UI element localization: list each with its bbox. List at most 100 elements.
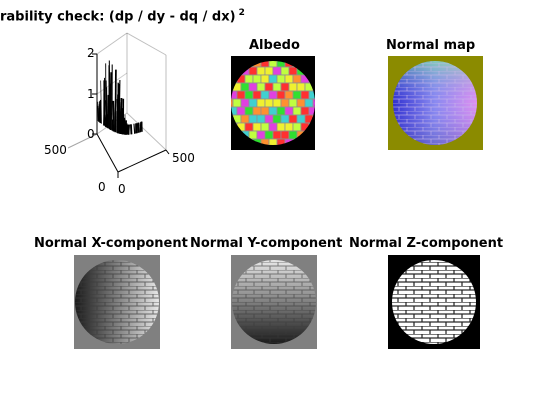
- albedo-brick: [317, 139, 325, 147]
- x-tick-label: 0: [118, 182, 126, 196]
- surface-spike: [130, 124, 133, 135]
- albedo-brick: [280, 114, 290, 124]
- albedo-brick: [256, 98, 266, 108]
- albedo-brick: [317, 107, 325, 115]
- albedo-brick: [268, 122, 278, 132]
- normal-z-image: [388, 255, 480, 349]
- albedo-brick: [260, 106, 270, 116]
- albedo-brick: [300, 90, 310, 100]
- albedo-brick: [308, 106, 315, 116]
- albedo-brick: [276, 106, 286, 116]
- albedo-brick: [280, 66, 290, 76]
- albedo-brick: [272, 130, 282, 140]
- albedo-brick: [280, 98, 290, 108]
- albedo-brick: [256, 82, 266, 92]
- albedo-brick: [280, 130, 290, 140]
- albedo-brick: [284, 74, 294, 84]
- surface-spike: [137, 122, 140, 133]
- surface-spike: [112, 100, 116, 132]
- normal-map-image: [388, 56, 483, 150]
- plot-title-normal-map: Normal map: [386, 38, 476, 53]
- albedo-brick: [260, 74, 270, 84]
- surface-spike: [114, 69, 117, 133]
- surface-spike: [111, 119, 114, 132]
- albedo-brick: [231, 90, 238, 100]
- y-tick-label: 500: [44, 143, 67, 157]
- albedo-brick: [284, 106, 294, 116]
- surface-spike: [133, 123, 136, 134]
- albedo-brick: [264, 130, 274, 140]
- surface-plot-axes: [67, 32, 170, 178]
- albedo-brick: [248, 98, 258, 108]
- albedo-brick: [248, 66, 258, 76]
- albedo-brick: [292, 122, 302, 132]
- surface-spike: [104, 116, 108, 127]
- surface-spike: [120, 108, 123, 135]
- albedo-brick: [260, 90, 270, 100]
- albedo-brick: [248, 82, 258, 92]
- plot-title-albedo: Albedo: [249, 38, 300, 53]
- plot-title-normal-x: Normal X-component: [34, 236, 188, 251]
- surface-spike: [139, 122, 142, 133]
- albedo-brick: [276, 90, 286, 100]
- albedo-brick: [244, 74, 254, 84]
- albedo-brick: [284, 122, 294, 132]
- albedo-brick: [244, 106, 254, 116]
- albedo-brick: [288, 82, 298, 92]
- albedo-brick: [260, 122, 270, 132]
- albedo-brick: [252, 90, 262, 100]
- albedo-brick: [268, 74, 278, 84]
- albedo-brick: [240, 114, 250, 124]
- albedo-brick: [304, 98, 314, 108]
- albedo-brick: [292, 74, 302, 84]
- albedo-brick: [317, 91, 325, 99]
- albedo-brick: [231, 106, 238, 116]
- albedo-brick: [272, 114, 282, 124]
- normal-x-image: [74, 255, 160, 349]
- surface-spike: [129, 124, 132, 135]
- albedo-brick: [240, 82, 250, 92]
- albedo-brick: [264, 98, 274, 108]
- albedo-brick: [252, 122, 262, 132]
- albedo-brick: [288, 98, 298, 108]
- surface-spike: [97, 105, 100, 122]
- albedo-brick: [264, 66, 274, 76]
- albedo-brick: [296, 98, 306, 108]
- albedo-brick: [272, 98, 282, 108]
- z-tick-label: 0: [87, 127, 95, 141]
- albedo-brick: [268, 90, 278, 100]
- albedo-brick: [317, 59, 325, 67]
- albedo-brick: [292, 106, 302, 116]
- y-tick-label: 0: [98, 180, 106, 194]
- plot-title-normal-z: Normal Z-component: [349, 236, 504, 251]
- albedo-brick: [244, 90, 254, 100]
- surface-spike: [122, 111, 125, 135]
- albedo-brick: [236, 106, 246, 116]
- albedo-brick: [264, 114, 274, 124]
- albedo-brick: [284, 90, 294, 100]
- albedo-brick: [231, 98, 234, 108]
- albedo-brick: [300, 106, 310, 116]
- albedo-brick: [272, 66, 282, 76]
- albedo-brick: [288, 66, 298, 76]
- albedo-brick: [296, 114, 306, 124]
- plot-title-normal-y: Normal Y-component: [190, 236, 343, 251]
- albedo-brick: [296, 82, 306, 92]
- albedo-brick: [236, 90, 246, 100]
- albedo-brick: [308, 90, 315, 100]
- albedo-brick: [248, 114, 258, 124]
- albedo-image: [231, 56, 325, 150]
- normal-y-image: [231, 255, 317, 349]
- albedo-brick: [256, 66, 266, 76]
- albedo-brick: [232, 98, 242, 108]
- albedo-brick: [280, 82, 290, 92]
- albedo-brick: [288, 114, 298, 124]
- albedo-brick: [292, 90, 302, 100]
- albedo-brick: [272, 82, 282, 92]
- albedo-brick: [317, 123, 325, 131]
- surface-data: [97, 60, 143, 135]
- albedo-brick: [248, 130, 258, 140]
- z-tick-label: 2: [87, 46, 95, 60]
- albedo-brick: [256, 130, 266, 140]
